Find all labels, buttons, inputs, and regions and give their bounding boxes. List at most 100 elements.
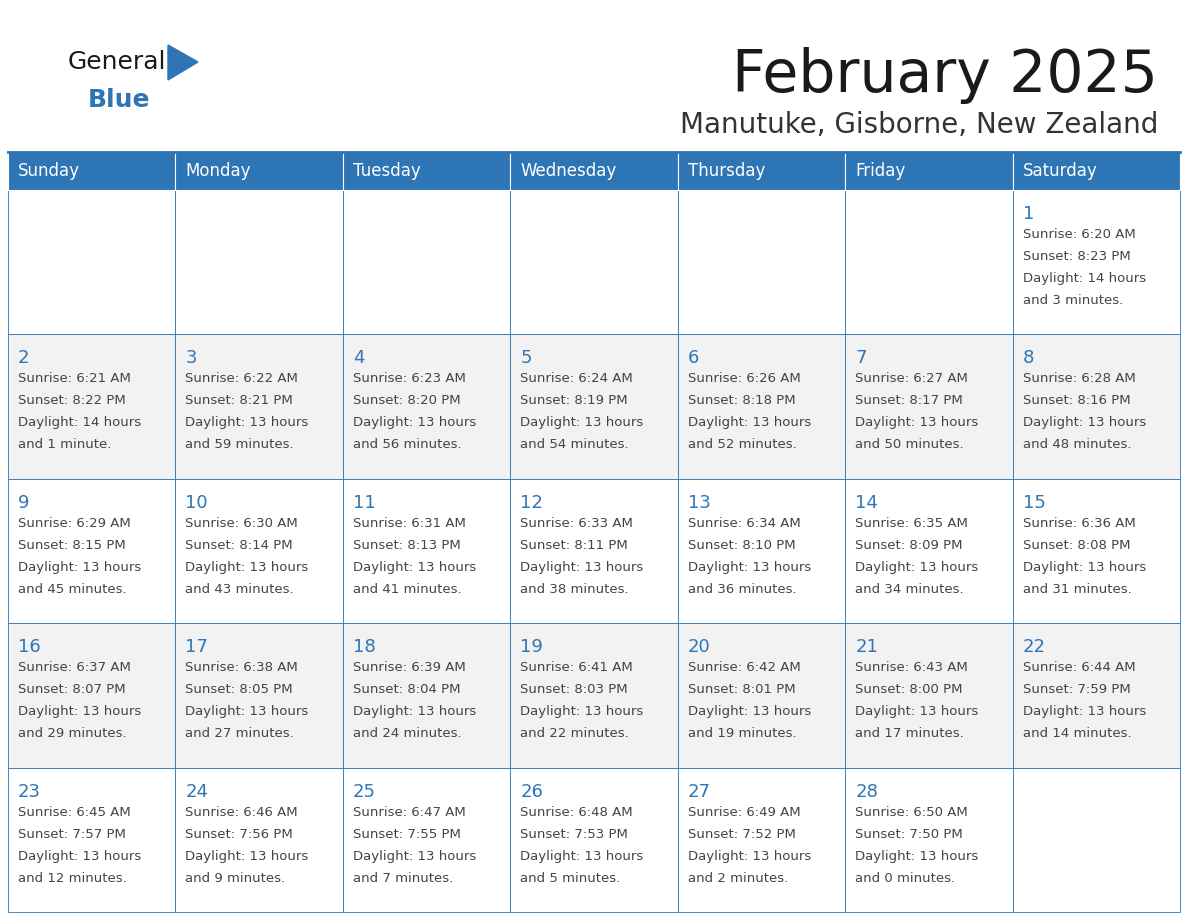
Text: and 5 minutes.: and 5 minutes. xyxy=(520,871,620,885)
Text: Sunset: 8:18 PM: Sunset: 8:18 PM xyxy=(688,395,795,408)
Text: and 1 minute.: and 1 minute. xyxy=(18,439,112,452)
Text: 1: 1 xyxy=(1023,205,1034,223)
Text: Daylight: 13 hours: Daylight: 13 hours xyxy=(520,561,644,574)
Text: and 45 minutes.: and 45 minutes. xyxy=(18,583,127,596)
Text: Sunset: 8:14 PM: Sunset: 8:14 PM xyxy=(185,539,293,552)
Bar xyxy=(845,767,1012,912)
Bar xyxy=(1012,479,1180,623)
Text: Daylight: 13 hours: Daylight: 13 hours xyxy=(1023,705,1145,718)
Bar xyxy=(845,334,1012,479)
Text: and 56 minutes.: and 56 minutes. xyxy=(353,439,461,452)
Text: Daylight: 13 hours: Daylight: 13 hours xyxy=(520,417,644,430)
Bar xyxy=(845,190,1012,334)
Bar xyxy=(511,334,677,479)
Text: and 38 minutes.: and 38 minutes. xyxy=(520,583,628,596)
Bar xyxy=(511,767,677,912)
Text: Blue: Blue xyxy=(88,88,151,112)
Text: 18: 18 xyxy=(353,638,375,656)
Text: 3: 3 xyxy=(185,350,197,367)
Text: Sunset: 8:17 PM: Sunset: 8:17 PM xyxy=(855,395,963,408)
Polygon shape xyxy=(168,45,198,80)
Text: Sunset: 7:52 PM: Sunset: 7:52 PM xyxy=(688,828,796,841)
Bar xyxy=(8,767,176,912)
Text: Sunset: 8:10 PM: Sunset: 8:10 PM xyxy=(688,539,795,552)
Bar xyxy=(1012,767,1180,912)
Text: 27: 27 xyxy=(688,783,710,800)
Text: 28: 28 xyxy=(855,783,878,800)
Text: and 0 minutes.: and 0 minutes. xyxy=(855,871,955,885)
Text: Sunrise: 6:24 AM: Sunrise: 6:24 AM xyxy=(520,373,633,386)
Text: Daylight: 14 hours: Daylight: 14 hours xyxy=(18,417,141,430)
Text: Daylight: 13 hours: Daylight: 13 hours xyxy=(520,705,644,718)
Text: Sunrise: 6:42 AM: Sunrise: 6:42 AM xyxy=(688,661,801,674)
Text: 22: 22 xyxy=(1023,638,1045,656)
Text: Friday: Friday xyxy=(855,162,905,180)
Text: February 2025: February 2025 xyxy=(732,47,1158,104)
Bar xyxy=(176,334,343,479)
Text: 8: 8 xyxy=(1023,350,1034,367)
Text: 2: 2 xyxy=(18,350,30,367)
Bar xyxy=(677,334,845,479)
Text: 23: 23 xyxy=(18,783,42,800)
Text: 20: 20 xyxy=(688,638,710,656)
Text: Daylight: 13 hours: Daylight: 13 hours xyxy=(688,849,811,863)
Text: Wednesday: Wednesday xyxy=(520,162,617,180)
Text: and 41 minutes.: and 41 minutes. xyxy=(353,583,461,596)
Text: 11: 11 xyxy=(353,494,375,512)
Text: Sunset: 8:16 PM: Sunset: 8:16 PM xyxy=(1023,395,1130,408)
Bar xyxy=(511,152,677,190)
Text: General: General xyxy=(68,50,166,74)
Text: 14: 14 xyxy=(855,494,878,512)
Text: 5: 5 xyxy=(520,350,532,367)
Text: Sunrise: 6:46 AM: Sunrise: 6:46 AM xyxy=(185,806,298,819)
Bar xyxy=(677,623,845,767)
Bar xyxy=(343,152,511,190)
Text: Daylight: 13 hours: Daylight: 13 hours xyxy=(688,561,811,574)
Bar xyxy=(8,190,176,334)
Text: Sunset: 7:55 PM: Sunset: 7:55 PM xyxy=(353,828,461,841)
Text: Sunset: 8:04 PM: Sunset: 8:04 PM xyxy=(353,683,461,696)
Bar xyxy=(176,479,343,623)
Text: Sunrise: 6:30 AM: Sunrise: 6:30 AM xyxy=(185,517,298,530)
Text: Daylight: 13 hours: Daylight: 13 hours xyxy=(185,705,309,718)
Text: and 14 minutes.: and 14 minutes. xyxy=(1023,727,1131,740)
Text: Sunset: 8:00 PM: Sunset: 8:00 PM xyxy=(855,683,962,696)
Bar xyxy=(343,623,511,767)
Text: Daylight: 13 hours: Daylight: 13 hours xyxy=(1023,417,1145,430)
Text: and 22 minutes.: and 22 minutes. xyxy=(520,727,628,740)
Bar xyxy=(511,623,677,767)
Text: and 12 minutes.: and 12 minutes. xyxy=(18,871,127,885)
Bar xyxy=(343,767,511,912)
Text: Monday: Monday xyxy=(185,162,251,180)
Text: Sunrise: 6:37 AM: Sunrise: 6:37 AM xyxy=(18,661,131,674)
Text: Daylight: 13 hours: Daylight: 13 hours xyxy=(688,417,811,430)
Text: and 24 minutes.: and 24 minutes. xyxy=(353,727,461,740)
Text: Daylight: 13 hours: Daylight: 13 hours xyxy=(353,561,476,574)
Text: Daylight: 13 hours: Daylight: 13 hours xyxy=(353,417,476,430)
Bar xyxy=(176,767,343,912)
Text: 26: 26 xyxy=(520,783,543,800)
Text: 12: 12 xyxy=(520,494,543,512)
Text: Sunset: 7:56 PM: Sunset: 7:56 PM xyxy=(185,828,293,841)
Text: Sunrise: 6:34 AM: Sunrise: 6:34 AM xyxy=(688,517,801,530)
Text: and 43 minutes.: and 43 minutes. xyxy=(185,583,295,596)
Text: Sunrise: 6:38 AM: Sunrise: 6:38 AM xyxy=(185,661,298,674)
Text: Daylight: 13 hours: Daylight: 13 hours xyxy=(688,705,811,718)
Text: 13: 13 xyxy=(688,494,710,512)
Text: Sunset: 8:19 PM: Sunset: 8:19 PM xyxy=(520,395,628,408)
Text: Daylight: 13 hours: Daylight: 13 hours xyxy=(185,417,309,430)
Text: Sunrise: 6:47 AM: Sunrise: 6:47 AM xyxy=(353,806,466,819)
Text: Sunrise: 6:36 AM: Sunrise: 6:36 AM xyxy=(1023,517,1136,530)
Text: Daylight: 13 hours: Daylight: 13 hours xyxy=(185,849,309,863)
Text: Daylight: 13 hours: Daylight: 13 hours xyxy=(855,849,979,863)
Bar xyxy=(8,623,176,767)
Text: Sunrise: 6:27 AM: Sunrise: 6:27 AM xyxy=(855,373,968,386)
Bar xyxy=(677,190,845,334)
Text: Sunset: 7:50 PM: Sunset: 7:50 PM xyxy=(855,828,963,841)
Text: and 36 minutes.: and 36 minutes. xyxy=(688,583,796,596)
Text: and 17 minutes.: and 17 minutes. xyxy=(855,727,963,740)
Text: Sunrise: 6:29 AM: Sunrise: 6:29 AM xyxy=(18,517,131,530)
Bar xyxy=(845,479,1012,623)
Text: Sunrise: 6:39 AM: Sunrise: 6:39 AM xyxy=(353,661,466,674)
Text: Sunset: 8:08 PM: Sunset: 8:08 PM xyxy=(1023,539,1130,552)
